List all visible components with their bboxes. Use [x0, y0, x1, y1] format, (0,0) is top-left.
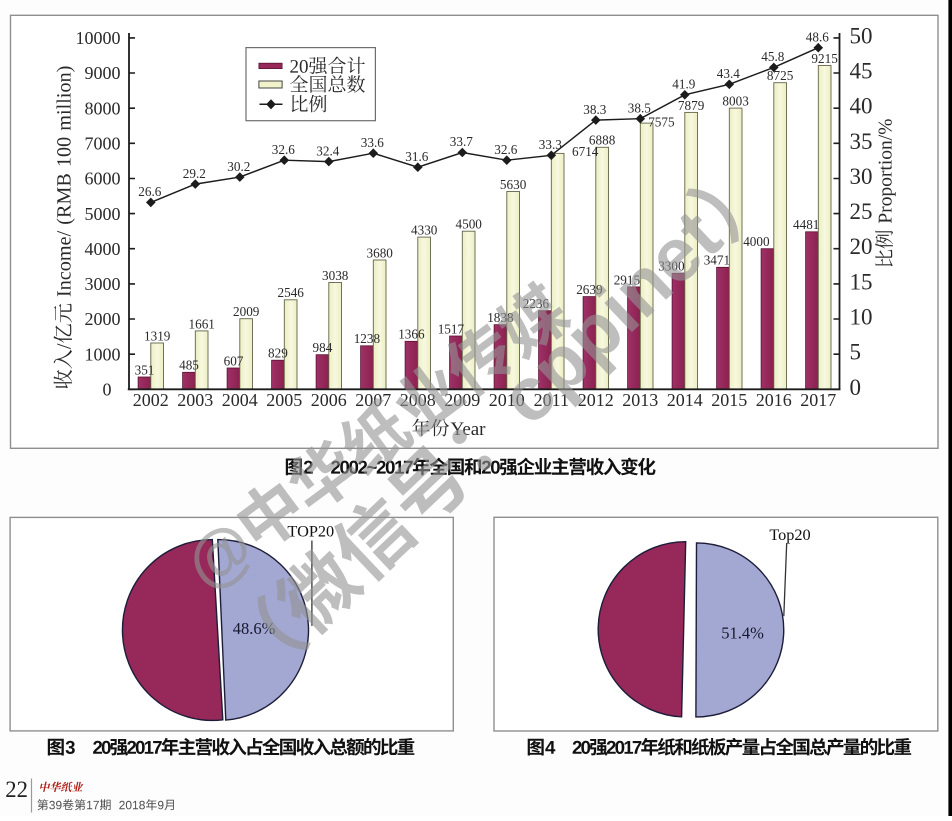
svg-text:40: 40 [850, 94, 873, 119]
svg-text:984: 984 [313, 340, 333, 355]
svg-text:2004: 2004 [222, 390, 258, 410]
svg-text:45.8: 45.8 [761, 49, 784, 64]
svg-text:33.3: 33.3 [539, 137, 562, 152]
svg-text:3038: 3038 [322, 268, 349, 283]
svg-text:3000: 3000 [85, 274, 121, 294]
svg-text:51.4%: 51.4% [721, 623, 764, 642]
svg-text:20: 20 [850, 234, 873, 259]
svg-text:4000: 4000 [85, 239, 121, 259]
svg-text:2002: 2002 [133, 390, 169, 410]
svg-text:4481: 4481 [793, 217, 819, 232]
svg-text:2016: 2016 [756, 390, 792, 410]
svg-text:2003: 2003 [177, 390, 213, 410]
svg-text:29.2: 29.2 [183, 166, 206, 181]
svg-text:7879: 7879 [678, 98, 705, 113]
svg-text:10: 10 [850, 305, 873, 330]
svg-text:26.6: 26.6 [138, 184, 161, 199]
svg-text:50: 50 [850, 23, 873, 48]
svg-text:485: 485 [179, 358, 199, 373]
svg-text:1517: 1517 [438, 321, 465, 336]
svg-text:8003: 8003 [722, 94, 749, 109]
svg-text:5000: 5000 [85, 204, 121, 224]
svg-text:1661: 1661 [189, 316, 215, 331]
svg-text:8000: 8000 [85, 98, 121, 118]
svg-text:31.6: 31.6 [405, 149, 428, 164]
svg-text:15: 15 [850, 269, 873, 294]
svg-text:6000: 6000 [85, 169, 121, 189]
svg-text:5630: 5630 [500, 177, 527, 192]
svg-text:3680: 3680 [367, 245, 394, 260]
svg-text:41.9: 41.9 [672, 77, 695, 92]
svg-text:6714: 6714 [572, 144, 599, 159]
svg-text:22: 22 [5, 777, 28, 802]
svg-text:32.4: 32.4 [316, 143, 339, 158]
svg-text:30: 30 [850, 164, 873, 189]
svg-text:2007: 2007 [355, 390, 391, 410]
svg-text:1000: 1000 [85, 344, 121, 364]
svg-text:1319: 1319 [144, 328, 171, 343]
svg-text:35: 35 [850, 129, 873, 154]
svg-text:2006: 2006 [311, 390, 347, 410]
svg-text:607: 607 [224, 353, 244, 368]
svg-text:9000: 9000 [85, 63, 121, 83]
svg-text:2014: 2014 [667, 390, 703, 410]
svg-text:8725: 8725 [767, 68, 794, 83]
svg-text:2546: 2546 [278, 285, 305, 300]
svg-text:TOP20: TOP20 [287, 522, 334, 541]
svg-text:1238: 1238 [354, 331, 381, 346]
svg-text:4330: 4330 [411, 223, 438, 238]
svg-text:10000: 10000 [76, 28, 121, 48]
svg-text:38.5: 38.5 [628, 100, 651, 115]
svg-text:43.4: 43.4 [717, 66, 740, 81]
svg-text:48.6: 48.6 [806, 29, 829, 44]
svg-text:32.6: 32.6 [494, 142, 517, 157]
svg-text:9215: 9215 [811, 51, 838, 66]
svg-text:7000: 7000 [85, 134, 121, 154]
svg-text:2000: 2000 [85, 309, 121, 329]
svg-text:Top20: Top20 [769, 525, 810, 544]
svg-text:829: 829 [268, 346, 288, 361]
svg-text:1366: 1366 [398, 327, 425, 342]
svg-text:2015: 2015 [711, 390, 747, 410]
svg-text:25: 25 [850, 199, 873, 224]
svg-text:45: 45 [850, 59, 873, 84]
svg-text:33.7: 33.7 [450, 134, 473, 149]
svg-text:30.2: 30.2 [227, 159, 250, 174]
svg-text:33.6: 33.6 [361, 135, 384, 150]
svg-text:2013: 2013 [622, 390, 658, 410]
svg-text:6888: 6888 [589, 133, 616, 148]
svg-text:3471: 3471 [704, 253, 730, 268]
svg-text:351: 351 [135, 362, 155, 377]
svg-text:2005: 2005 [266, 390, 302, 410]
svg-text:2012: 2012 [578, 390, 614, 410]
svg-text:2009: 2009 [233, 304, 260, 319]
svg-text:4000: 4000 [743, 234, 770, 249]
svg-text:2017: 2017 [800, 390, 836, 410]
svg-text:5: 5 [850, 340, 862, 365]
svg-text:0: 0 [850, 375, 862, 400]
svg-text:32.6: 32.6 [272, 142, 295, 157]
svg-text:4500: 4500 [456, 217, 483, 232]
svg-text:7575: 7575 [648, 114, 675, 129]
svg-text:38.3: 38.3 [583, 102, 606, 117]
svg-text:0: 0 [103, 380, 112, 400]
